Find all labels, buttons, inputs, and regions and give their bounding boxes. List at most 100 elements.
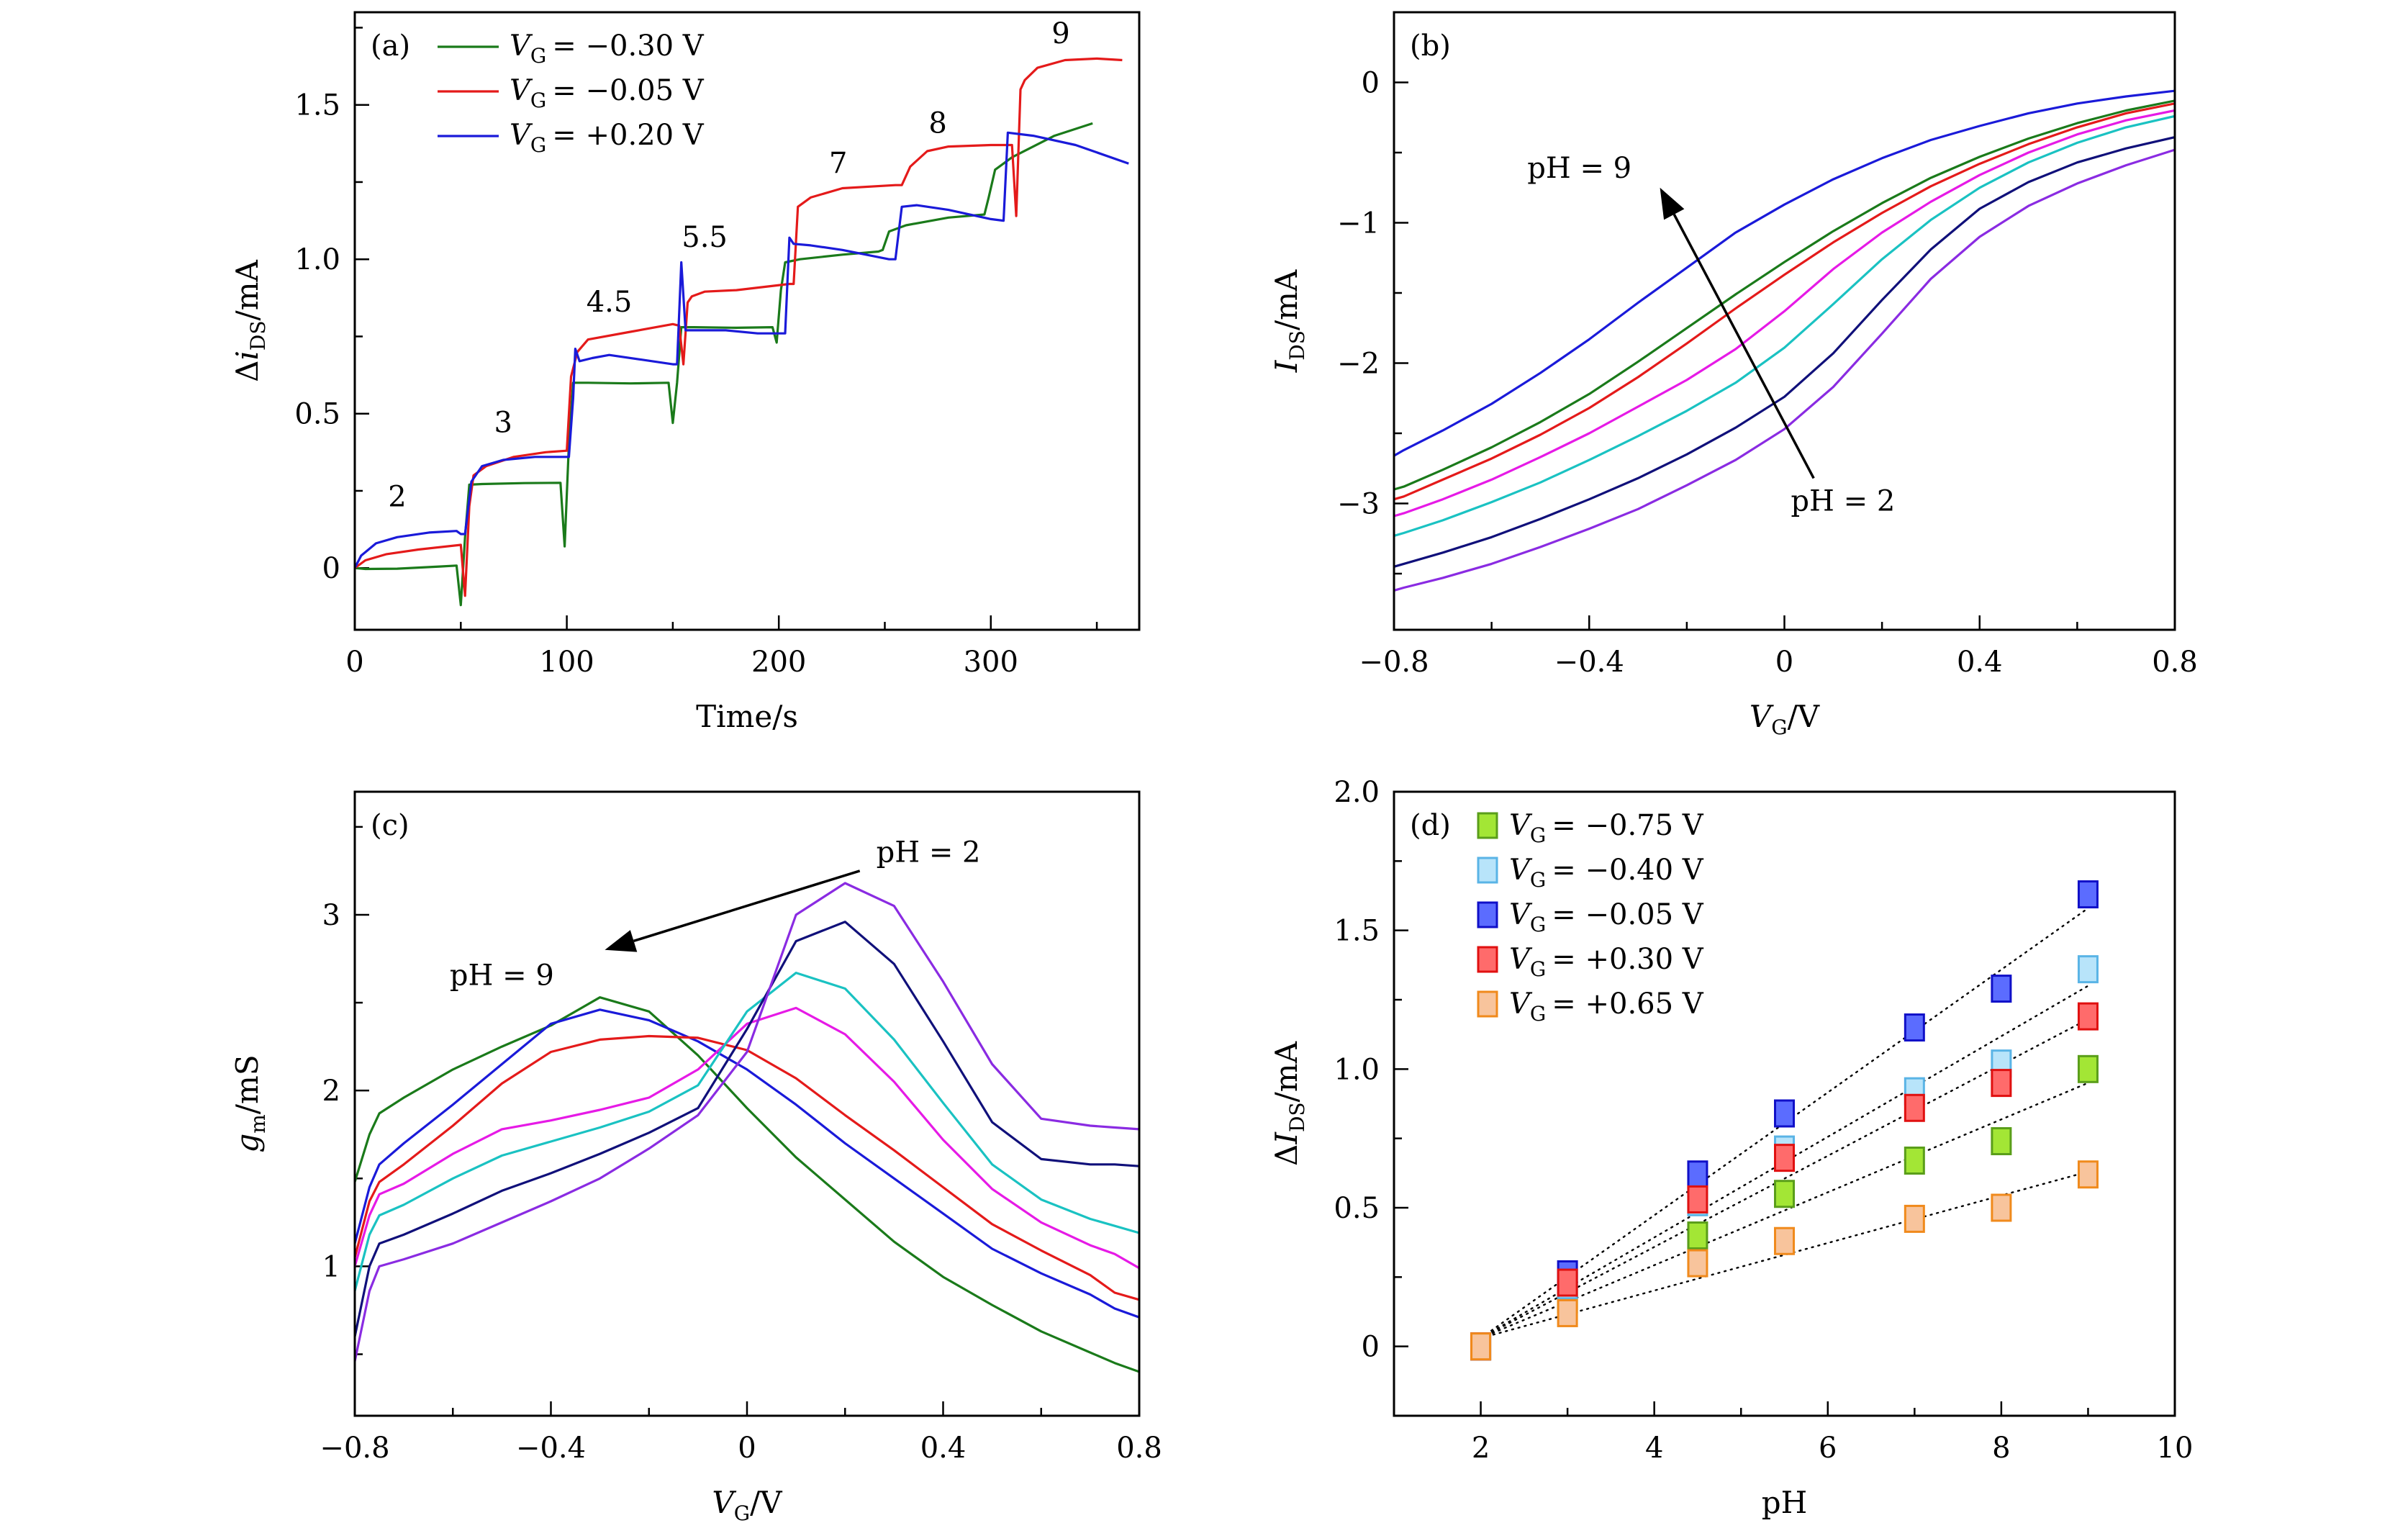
y-axis-title: ΔIDS/mA bbox=[1269, 1041, 1309, 1166]
legend-sub: G bbox=[1530, 823, 1546, 847]
legend-var: V bbox=[510, 119, 533, 152]
y-axis-title-var: i bbox=[230, 351, 265, 360]
annotation: pH = 9 bbox=[1527, 152, 1631, 185]
series-line-ph-4.5 bbox=[1394, 114, 2175, 537]
arrow-head bbox=[1660, 187, 1685, 220]
y-tick-label: 0.5 bbox=[294, 398, 340, 431]
plot-area bbox=[355, 882, 1139, 1373]
y-tick-label: −2 bbox=[1337, 348, 1380, 381]
y-axis-title-var: I bbox=[1269, 359, 1304, 373]
y-axis-title-prefix: Δ bbox=[1269, 1144, 1304, 1166]
panel-a: 0 100 200 300 0 0.5 1.0 1.5 Time/s ΔiDS/mA 2 3 4.5 5.… bbox=[230, 11, 1141, 734]
series-line-v-g-0.20-v bbox=[355, 131, 1129, 569]
x-tick-label: 2 bbox=[1472, 1432, 1490, 1465]
legend-value: = +0.30 V bbox=[1552, 943, 1704, 976]
y-axis-title-sub: DS bbox=[1285, 1102, 1309, 1132]
legend-swatch bbox=[1477, 946, 1498, 973]
legend-swatch bbox=[1477, 990, 1498, 1018]
fit-line bbox=[1480, 907, 2089, 1339]
fit-line bbox=[1480, 1018, 2089, 1339]
legend-value: = −0.05 V bbox=[552, 74, 705, 107]
x-tick-label: 0.4 bbox=[1957, 646, 2003, 679]
series-line-ph-9 bbox=[1394, 89, 2175, 457]
plot-frame bbox=[1393, 11, 2176, 631]
series-line-ph-2 bbox=[355, 882, 1139, 1362]
data-point bbox=[1470, 1332, 1492, 1361]
plot-frame bbox=[1393, 790, 2176, 1417]
series-line-ph-4.5 bbox=[355, 971, 1139, 1292]
data-point bbox=[2077, 1054, 2099, 1083]
x-axis-title-sub: G bbox=[1771, 715, 1787, 739]
legend-sub: G bbox=[530, 89, 546, 112]
x-axis-title: Time/s bbox=[696, 699, 798, 734]
data-point bbox=[1774, 1226, 1795, 1255]
x-axis-title: pH bbox=[1762, 1485, 1808, 1520]
x-tick-label: 0.8 bbox=[2152, 646, 2198, 679]
arrow-shaft bbox=[1673, 214, 1815, 479]
legend-sub: G bbox=[1530, 913, 1546, 936]
arrow-shaft bbox=[633, 869, 861, 943]
legend-var: V bbox=[1509, 988, 1533, 1021]
legend-value: = −0.40 V bbox=[1552, 854, 1704, 887]
y-axis-title-sub: DS bbox=[1285, 330, 1309, 361]
y-axis-title-var: g bbox=[230, 1134, 265, 1153]
legend-entry: VG = −0.40 V bbox=[1509, 854, 1704, 892]
data-point bbox=[2077, 955, 2099, 984]
x-tick-label: 100 bbox=[539, 646, 594, 679]
x-tick-label: 8 bbox=[1992, 1432, 2010, 1465]
series-line-ph-2 bbox=[1394, 148, 2175, 592]
y-axis-title: gm/mS bbox=[230, 1054, 270, 1152]
panel-label: (a) bbox=[371, 30, 410, 63]
x-tick-label: −0.4 bbox=[516, 1432, 586, 1465]
data-point bbox=[1991, 1193, 2012, 1222]
data-point bbox=[1687, 1221, 1708, 1250]
y-axis-title-unit: /mS bbox=[230, 1054, 265, 1114]
y-tick-label: 2.0 bbox=[1334, 776, 1380, 809]
y-axis-title-sub: DS bbox=[246, 320, 270, 351]
legend-entry: VG = −0.30 V bbox=[510, 30, 705, 68]
y-tick-label: −3 bbox=[1337, 488, 1380, 521]
x-tick-label: 6 bbox=[1819, 1432, 1837, 1465]
y-tick-label: 0 bbox=[322, 552, 340, 585]
annotation: pH = 2 bbox=[877, 836, 981, 869]
data-point bbox=[2077, 1002, 2099, 1031]
plot-frame bbox=[353, 790, 1141, 1417]
data-point bbox=[1991, 1069, 2012, 1098]
legend-entry: VG = +0.20 V bbox=[510, 119, 705, 157]
y-tick-label: 3 bbox=[322, 899, 340, 932]
legend-var: V bbox=[1509, 809, 1533, 842]
legend-sub: G bbox=[1530, 1002, 1546, 1026]
y-axis-title-var: I bbox=[1269, 1131, 1304, 1145]
panel-label: (d) bbox=[1410, 809, 1451, 842]
panel-label: (b) bbox=[1410, 30, 1451, 63]
x-tick-label: 0 bbox=[345, 646, 363, 679]
y-axis-title-unit: /mA bbox=[230, 259, 265, 320]
data-point bbox=[1557, 1268, 1578, 1297]
plot-area bbox=[1470, 880, 2099, 1361]
x-tick-label: 0.4 bbox=[920, 1432, 967, 1465]
series-line-ph-7 bbox=[1394, 102, 2175, 501]
x-tick-label: 200 bbox=[751, 646, 806, 679]
legend-var: V bbox=[510, 30, 533, 63]
y-tick-label: 1.5 bbox=[294, 89, 340, 122]
y-axis-title-unit: /mA bbox=[1269, 1041, 1304, 1102]
y-axis-title: ΔiDS/mA bbox=[230, 259, 270, 381]
x-tick-label: 300 bbox=[964, 646, 1018, 679]
x-tick-label: −0.4 bbox=[1554, 646, 1624, 679]
series-line-ph-8 bbox=[355, 1008, 1139, 1319]
legend-swatch bbox=[1477, 857, 1498, 884]
data-point bbox=[1904, 1093, 1925, 1122]
plot-area bbox=[355, 57, 1129, 607]
legend-entry: VG = +0.30 V bbox=[1509, 943, 1704, 981]
legend-var: V bbox=[510, 74, 533, 107]
x-tick-label: 0 bbox=[738, 1432, 756, 1465]
annotation: 7 bbox=[829, 147, 847, 180]
x-tick-label: −0.8 bbox=[320, 1432, 389, 1465]
annotation: 4.5 bbox=[587, 286, 633, 319]
fit-line bbox=[1480, 1082, 2089, 1339]
data-point bbox=[1774, 1144, 1795, 1172]
plot-frame bbox=[353, 11, 1141, 631]
y-axis-title-prefix: Δ bbox=[230, 361, 265, 382]
